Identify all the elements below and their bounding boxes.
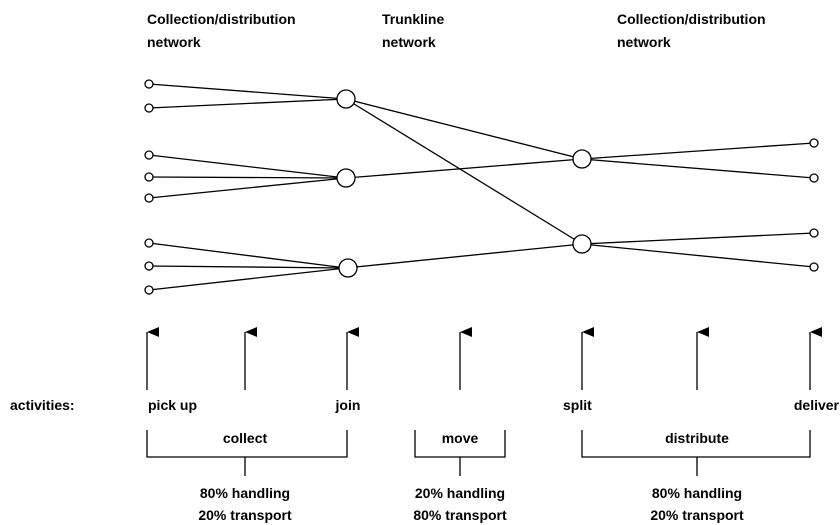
activity: split (563, 397, 592, 413)
note: 80% handling (652, 485, 742, 501)
arrows (146, 327, 822, 390)
headers: Collection/distribution network Trunklin… (147, 11, 766, 50)
activity: pick up (148, 397, 197, 413)
header-line: network (617, 34, 671, 50)
activity: join (335, 397, 361, 413)
header-line: Collection/distribution (617, 11, 766, 27)
header-line: Collection/distribution (147, 11, 296, 27)
edges (148, 83, 815, 291)
nodes (144, 79, 819, 295)
note: 80% handling (200, 485, 290, 501)
activity-labels: activities: pick up join split deliver (10, 397, 840, 413)
activities-label: activities: (10, 397, 75, 413)
header-line: network (382, 34, 436, 50)
note: 80% transport (413, 507, 507, 523)
bracket-label: collect (223, 430, 268, 446)
note: 20% transport (198, 507, 292, 523)
bracket-label: move (442, 430, 479, 446)
brackets: collect move distribute 80% handling 20%… (146, 430, 811, 523)
header-line: Trunkline (382, 11, 444, 27)
header-line: network (147, 34, 201, 50)
note: 20% handling (415, 485, 505, 501)
activity: deliver (794, 397, 840, 413)
bracket-label: distribute (665, 430, 729, 446)
note: 20% transport (650, 507, 744, 523)
